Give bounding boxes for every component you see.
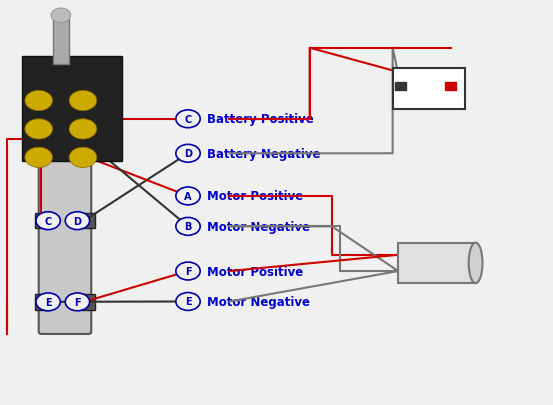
Text: B: B bbox=[74, 135, 81, 145]
Bar bbox=[398, 243, 476, 284]
Text: Motor Negative: Motor Negative bbox=[207, 220, 310, 233]
Circle shape bbox=[65, 293, 90, 311]
Bar bbox=[445, 83, 456, 91]
Circle shape bbox=[176, 218, 200, 236]
Bar bbox=[395, 83, 406, 91]
Bar bbox=[22, 57, 122, 162]
Circle shape bbox=[25, 91, 53, 111]
Text: Battery Positive: Battery Positive bbox=[207, 113, 314, 126]
Bar bbox=[81, 132, 95, 148]
Circle shape bbox=[176, 262, 200, 280]
Circle shape bbox=[36, 212, 60, 230]
Text: E: E bbox=[185, 297, 191, 307]
Text: Motor Negative: Motor Negative bbox=[207, 295, 310, 308]
Circle shape bbox=[176, 293, 200, 311]
Circle shape bbox=[51, 9, 71, 23]
Bar bbox=[81, 294, 95, 310]
Circle shape bbox=[25, 119, 53, 140]
Circle shape bbox=[69, 148, 97, 168]
Text: F: F bbox=[74, 297, 81, 307]
Circle shape bbox=[65, 131, 90, 149]
Circle shape bbox=[65, 212, 90, 230]
Bar bbox=[53, 16, 69, 65]
Bar bbox=[393, 69, 465, 109]
Text: B: B bbox=[184, 222, 192, 232]
Text: Motor Positive: Motor Positive bbox=[207, 190, 304, 203]
Text: C: C bbox=[184, 115, 192, 124]
Circle shape bbox=[176, 188, 200, 205]
Text: F: F bbox=[185, 266, 191, 276]
Bar bbox=[81, 213, 95, 229]
Circle shape bbox=[69, 91, 97, 111]
Text: E: E bbox=[45, 297, 51, 307]
Circle shape bbox=[176, 145, 200, 163]
Text: C: C bbox=[44, 216, 52, 226]
Text: A: A bbox=[184, 192, 192, 201]
Circle shape bbox=[176, 111, 200, 128]
Text: Motor Positive: Motor Positive bbox=[207, 265, 304, 278]
Circle shape bbox=[69, 119, 97, 140]
Bar bbox=[35, 213, 49, 229]
Bar bbox=[35, 132, 49, 148]
Bar bbox=[35, 294, 49, 310]
Ellipse shape bbox=[468, 243, 482, 284]
Text: D: D bbox=[184, 149, 192, 159]
Circle shape bbox=[36, 293, 60, 311]
Text: D: D bbox=[74, 216, 81, 226]
FancyBboxPatch shape bbox=[39, 119, 91, 334]
Text: A: A bbox=[44, 135, 52, 145]
Circle shape bbox=[25, 148, 53, 168]
Circle shape bbox=[36, 131, 60, 149]
Text: Battery Negative: Battery Negative bbox=[207, 147, 321, 160]
